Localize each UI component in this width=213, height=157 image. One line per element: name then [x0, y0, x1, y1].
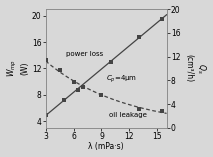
Text: oil leakage: oil leakage [109, 112, 147, 118]
Text: power loss: power loss [66, 51, 103, 57]
Y-axis label: $W_{mp}$
(W): $W_{mp}$ (W) [6, 60, 29, 77]
Text: $C_p$=4μm: $C_p$=4μm [106, 73, 137, 85]
Y-axis label: $Q_s$
(cm³/h): $Q_s$ (cm³/h) [184, 54, 207, 83]
X-axis label: λ (mPa·s): λ (mPa·s) [88, 142, 124, 152]
